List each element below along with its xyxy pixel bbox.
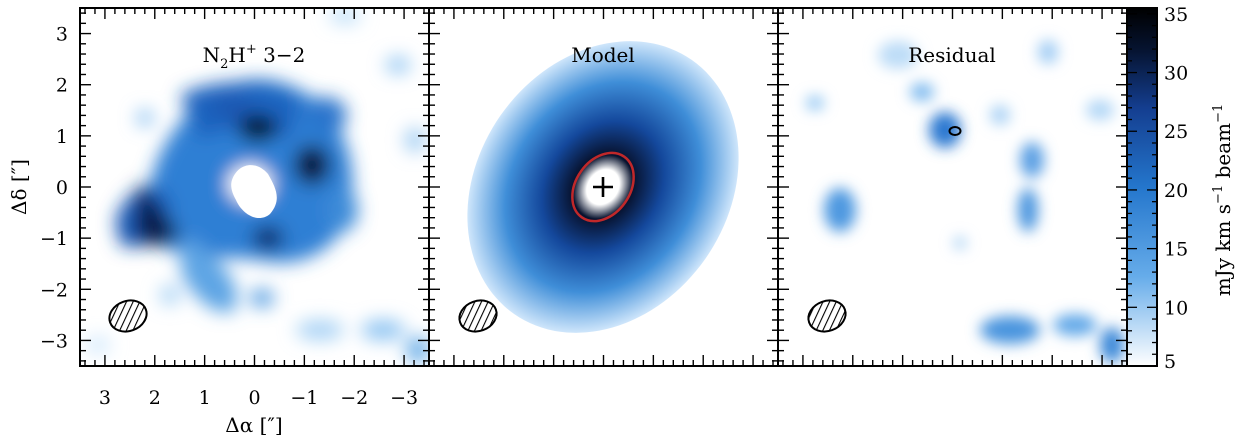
model-contour (571, 151, 635, 223)
x-tick-label: −1 (290, 387, 318, 409)
beam-ellipse-1 (108, 299, 148, 333)
x-tick-label: 2 (149, 387, 161, 409)
colorbar: 5 10 15 20 25 30 35 mJy km s−1 beam−1 (1126, 4, 1235, 373)
emission-map (86, 9, 429, 364)
x-tick-label: −2 (340, 387, 368, 409)
y-tick-label: −3 (40, 330, 68, 352)
colorbar-tick-label: 25 (1164, 121, 1188, 143)
colorbar-label: mJy km s−1 beam−1 (1211, 104, 1235, 297)
panel-2-title: Model (571, 43, 635, 67)
y-tick-label: 2 (56, 75, 68, 97)
beam-ellipse-3 (807, 299, 847, 333)
beam-ellipse-2 (458, 299, 498, 333)
central-cavity (231, 165, 277, 219)
colorbar-ticks: 5 10 15 20 25 30 35 (1127, 4, 1188, 373)
residual-contour (948, 126, 962, 136)
x-axis-label: Δα [″] (225, 413, 282, 437)
panel-observed (86, 9, 429, 364)
axis-ticks: 3 2 1 0 −1 −2 −3 −3 −2 −1 0 1 2 3 (40, 8, 1127, 409)
x-tick-label: −3 (390, 387, 418, 409)
colorbar-tick-label: 35 (1164, 4, 1188, 26)
y-tick-label: −1 (40, 228, 68, 250)
panel-model (467, 41, 739, 333)
residual-map (806, 40, 1124, 363)
panel-1-title: N2H+ 3−2 (203, 42, 306, 72)
x-tick-label: 3 (99, 387, 111, 409)
panel-3-title: Residual (908, 43, 996, 67)
y-tick-label: 0 (56, 177, 68, 199)
colorbar-tick-label: 30 (1164, 63, 1188, 85)
colorbar-gradient (1127, 8, 1157, 366)
x-tick-label: 0 (248, 387, 260, 409)
center-plus-marker (593, 177, 613, 197)
y-axis-label: Δδ [″] (7, 159, 31, 215)
y-tick-label: −2 (40, 279, 68, 301)
colorbar-tick-label: 20 (1164, 180, 1188, 202)
panel-residual (806, 40, 1124, 363)
y-tick-label: 3 (56, 24, 68, 46)
colorbar-tick-label: 5 (1164, 351, 1176, 373)
x-tick-label: 1 (199, 387, 211, 409)
colorbar-tick-label: 15 (1164, 239, 1188, 261)
colorbar-tick-label: 10 (1164, 297, 1188, 319)
y-tick-label: 1 (56, 126, 68, 148)
